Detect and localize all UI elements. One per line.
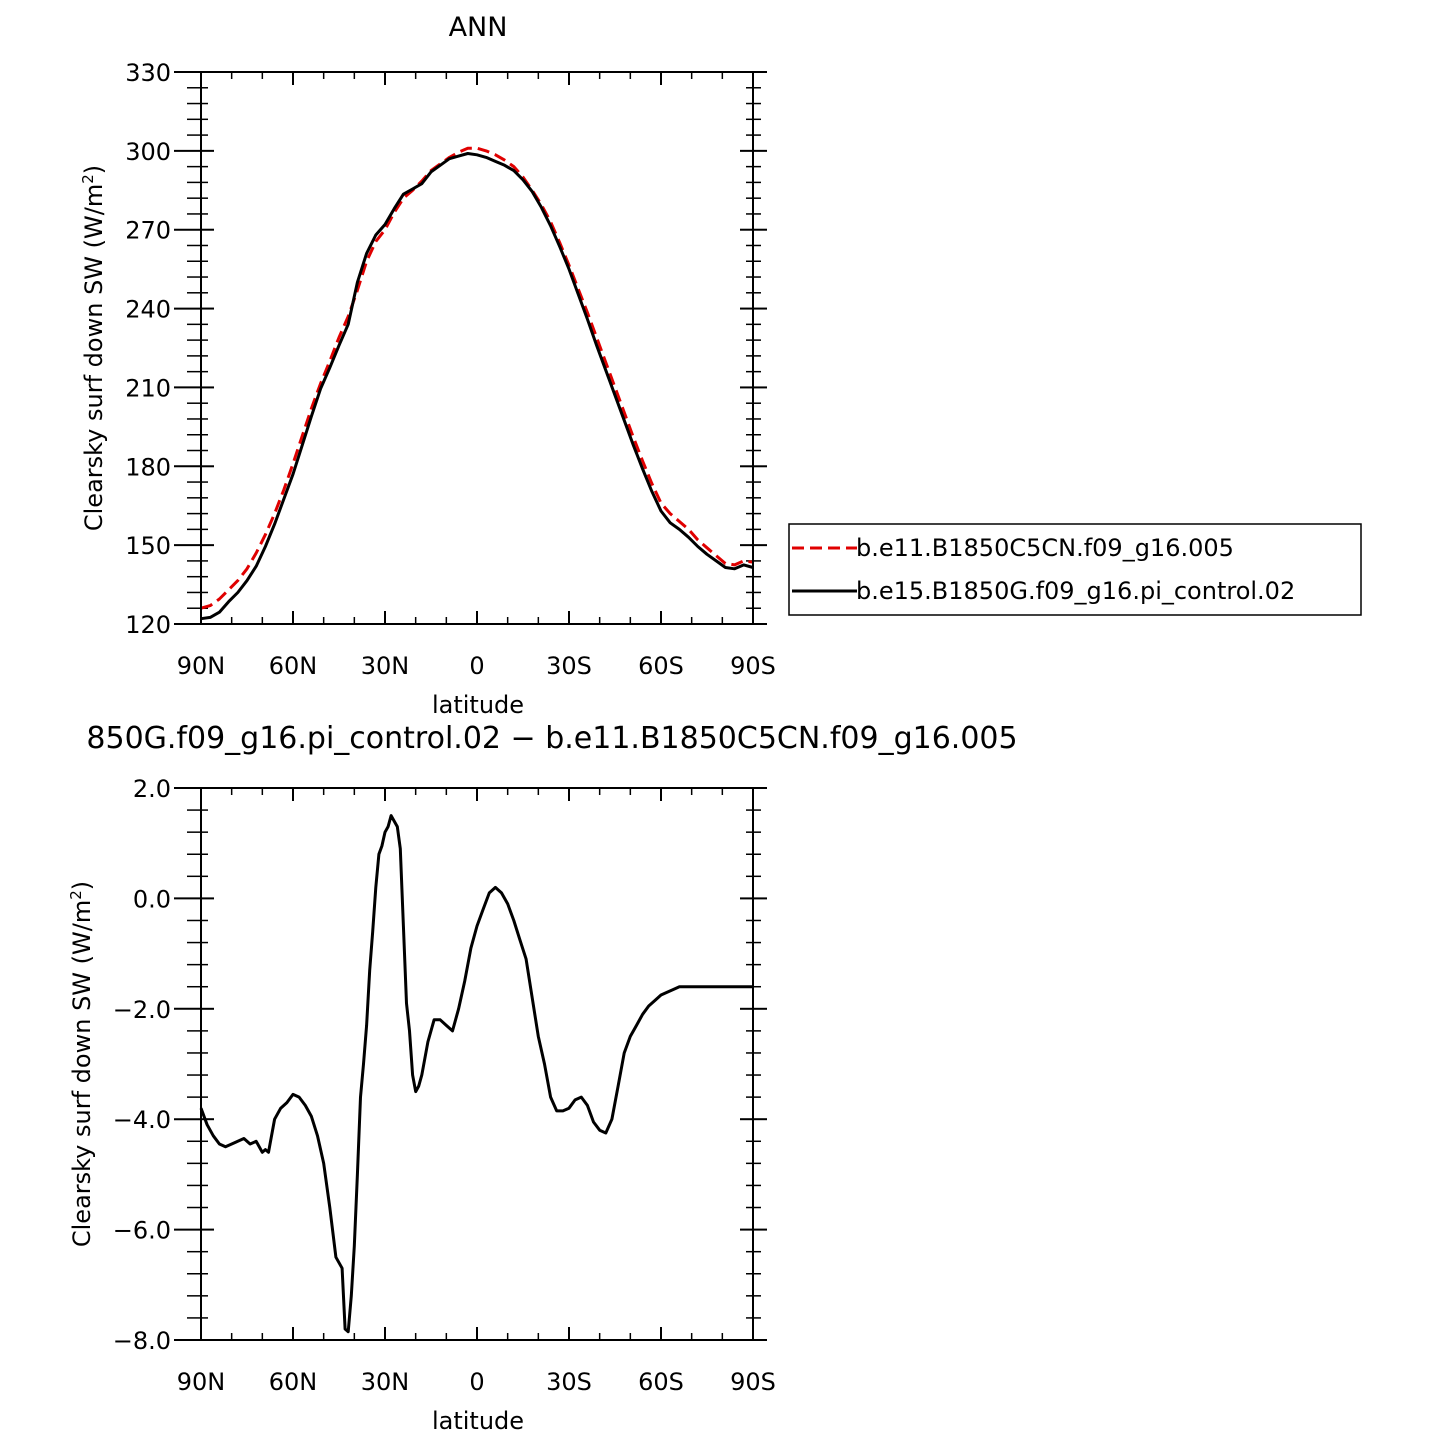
top-chart-frame (200, 71, 754, 625)
bottom-chart-ytick-label: 0.0 (133, 885, 171, 913)
bottom-chart-xlabel: latitude (432, 1407, 524, 1435)
top-chart-ytick-label: 120 (125, 611, 171, 639)
top-chart-xtick-label: 90S (730, 652, 776, 680)
top-chart-ytick-label: 150 (125, 532, 171, 560)
bottom-chart-series-line-1 (199, 814, 753, 1334)
top-chart-panel: ANN 90N 60N 30N 0 30S 60S 90S 120 150 180 210 240 27… (79, 12, 1362, 719)
bottom-chart-xtick-label: 60N (269, 1368, 318, 1396)
top-chart-ytick-label: 180 (125, 453, 171, 481)
top-chart-xtick-label: 60N (269, 652, 318, 680)
top-chart-series-line-2 (200, 152, 754, 621)
bottom-chart-xtick-label: 0 (469, 1368, 484, 1396)
bottom-chart-ylabel: Clearsky surf down SW (W/m2) (67, 881, 96, 1247)
bottom-chart-xtick-label: 30N (361, 1368, 410, 1396)
top-chart-ylabel: Clearsky surf down SW (W/m2) (79, 165, 108, 531)
top-chart-xtick-label: 30S (546, 652, 592, 680)
bottom-chart-ticks (174, 787, 767, 1341)
legend-label-series-2: b.e15.B1850G.f09_g16.pi_control.02 (856, 577, 1295, 605)
bottom-chart-panel: 850G.f09_g16.pi_control.02 − b.e11.B1850… (67, 721, 1018, 1435)
top-chart-series (200, 146, 754, 621)
top-chart-series-line-1 (200, 146, 754, 610)
bottom-chart-xtick-label: 90S (730, 1368, 776, 1396)
top-chart-xtick-label: 30N (361, 652, 410, 680)
bottom-chart-series (199, 814, 753, 1334)
legend-label-series-1: b.e11.B1850C5CN.f09_g16.005 (856, 534, 1234, 562)
legend: b.e11.B1850C5CN.f09_g16.005 b.e15.B1850G… (788, 523, 1362, 616)
bottom-chart-ytick-label: −2.0 (113, 996, 171, 1024)
legend-box (788, 523, 1362, 616)
top-chart-ytick-label: 240 (125, 296, 171, 324)
bottom-chart-ytick-label: −6.0 (113, 1217, 171, 1245)
bottom-chart-frame (200, 787, 754, 1341)
top-chart-tick-labels: 90N 60N 30N 0 30S 60S 90S 120 150 180 210 240 270 300… (125, 59, 776, 680)
top-chart-xtick-label: 90N (177, 652, 226, 680)
top-chart-xlabel: latitude (432, 691, 524, 719)
top-chart-title: ANN (449, 12, 508, 43)
bottom-chart-tick-labels: 90N 60N 30N 0 30S 60S 90S −8.0 −6.0 −4.0 −2.0 0.0 2.… (113, 775, 776, 1396)
top-chart-ytick-label: 300 (125, 138, 171, 166)
top-chart-ytick-label: 330 (125, 59, 171, 87)
top-chart-xtick-label: 60S (638, 652, 684, 680)
top-chart-ytick-label: 270 (125, 217, 171, 245)
bottom-chart-ytick-label: −4.0 (113, 1106, 171, 1134)
bottom-chart-xtick-label: 60S (638, 1368, 684, 1396)
bottom-chart-xtick-label: 90N (177, 1368, 226, 1396)
bottom-chart-ytick-label: 2.0 (133, 775, 171, 803)
bottom-chart-ytick-label: −8.0 (113, 1327, 171, 1355)
bottom-chart-title: 850G.f09_g16.pi_control.02 − b.e11.B1850… (86, 721, 1017, 756)
bottom-chart-xtick-label: 30S (546, 1368, 592, 1396)
top-chart-ytick-label: 210 (125, 374, 171, 402)
top-chart-xtick-label: 0 (469, 652, 484, 680)
